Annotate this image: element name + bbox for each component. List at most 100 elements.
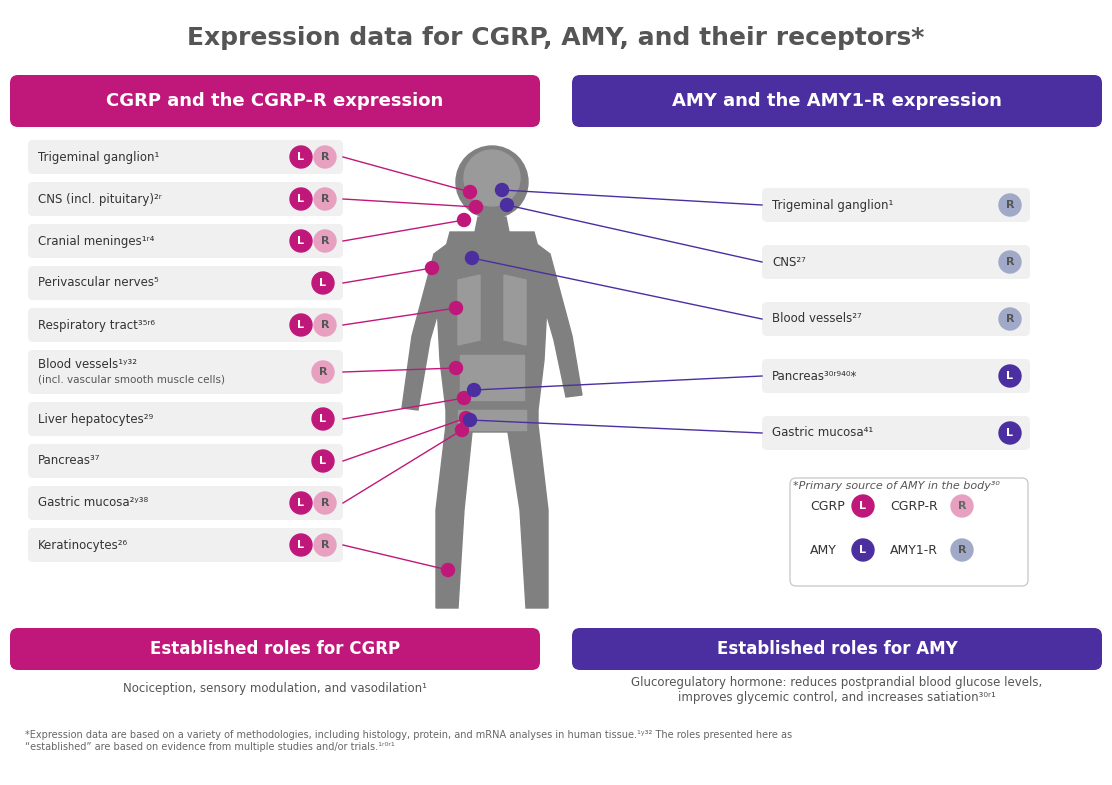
Text: R: R (320, 498, 329, 508)
Text: R: R (957, 501, 966, 511)
Text: R: R (319, 367, 327, 377)
Text: Pancreas³⁰ʳ⁹⁴⁰*: Pancreas³⁰ʳ⁹⁴⁰* (772, 370, 857, 382)
Circle shape (464, 150, 520, 206)
FancyBboxPatch shape (762, 188, 1030, 222)
Text: CGRP and the CGRP-R expression: CGRP and the CGRP-R expression (107, 92, 444, 110)
Text: L: L (860, 501, 866, 511)
Text: R: R (320, 236, 329, 246)
Text: AMY and the AMY1-R expression: AMY and the AMY1-R expression (672, 92, 1002, 110)
Circle shape (312, 361, 334, 383)
Text: R: R (1005, 257, 1014, 267)
Text: AMY: AMY (810, 543, 837, 557)
Text: Established roles for CGRP: Established roles for CGRP (150, 640, 400, 658)
Circle shape (852, 539, 874, 561)
Text: Trigeminal ganglion¹: Trigeminal ganglion¹ (772, 199, 893, 211)
Circle shape (999, 422, 1021, 444)
Polygon shape (475, 217, 509, 232)
Text: L: L (298, 152, 305, 162)
FancyBboxPatch shape (28, 308, 342, 342)
Circle shape (314, 188, 336, 210)
Polygon shape (532, 242, 582, 397)
Text: L: L (860, 545, 866, 555)
Circle shape (456, 423, 468, 436)
Text: Gastric mucosa²ʸ³⁸: Gastric mucosa²ʸ³⁸ (38, 496, 148, 509)
Circle shape (314, 314, 336, 336)
Text: L: L (319, 278, 327, 288)
FancyBboxPatch shape (28, 266, 342, 300)
Text: Established roles for AMY: Established roles for AMY (716, 640, 957, 658)
Text: CGRP-R: CGRP-R (890, 499, 937, 513)
Text: Perivascular nerves⁵: Perivascular nerves⁵ (38, 276, 159, 290)
Text: Nociception, sensory modulation, and vasodilation¹: Nociception, sensory modulation, and vas… (123, 682, 427, 695)
Circle shape (441, 564, 455, 576)
Circle shape (469, 200, 483, 214)
Text: CGRP: CGRP (810, 499, 845, 513)
Circle shape (290, 534, 312, 556)
Circle shape (312, 272, 334, 294)
FancyBboxPatch shape (28, 224, 342, 258)
Text: L: L (1006, 371, 1013, 381)
Text: R: R (320, 320, 329, 330)
Text: Gastric mucosa⁴¹: Gastric mucosa⁴¹ (772, 426, 873, 440)
FancyBboxPatch shape (28, 402, 342, 436)
Circle shape (314, 534, 336, 556)
Circle shape (456, 146, 528, 218)
FancyBboxPatch shape (10, 628, 540, 670)
FancyBboxPatch shape (28, 444, 342, 478)
Circle shape (457, 214, 470, 227)
Circle shape (852, 495, 874, 517)
Text: AMY1-R: AMY1-R (890, 543, 939, 557)
FancyBboxPatch shape (10, 75, 540, 127)
Circle shape (951, 539, 973, 561)
Text: *Expression data are based on a variety of methodologies, including histology, p: *Expression data are based on a variety … (24, 730, 792, 751)
Text: Liver hepatocytes²⁹: Liver hepatocytes²⁹ (38, 412, 153, 425)
Text: Pancreas³⁷: Pancreas³⁷ (38, 455, 100, 468)
Text: Blood vessels²⁷: Blood vessels²⁷ (772, 312, 862, 326)
Circle shape (312, 450, 334, 472)
Text: Cranial meninges¹ʳ⁴: Cranial meninges¹ʳ⁴ (38, 235, 155, 247)
Text: Glucoregulatory hormone: reduces postprandial blood glucose levels,
improves gly: Glucoregulatory hormone: reduces postpra… (632, 676, 1043, 704)
Polygon shape (436, 232, 548, 608)
Text: Trigeminal ganglion¹: Trigeminal ganglion¹ (38, 151, 159, 163)
Circle shape (999, 194, 1021, 216)
FancyBboxPatch shape (762, 359, 1030, 393)
Text: Respiratory tract³⁵ʳ⁶: Respiratory tract³⁵ʳ⁶ (38, 319, 155, 331)
Text: L: L (298, 320, 305, 330)
Circle shape (951, 495, 973, 517)
Circle shape (426, 261, 438, 275)
Circle shape (312, 408, 334, 430)
Circle shape (314, 146, 336, 168)
Polygon shape (504, 275, 526, 345)
Polygon shape (403, 242, 451, 410)
Polygon shape (460, 355, 524, 400)
Text: (incl. vascular smooth muscle cells): (incl. vascular smooth muscle cells) (38, 375, 225, 385)
FancyBboxPatch shape (28, 350, 342, 394)
FancyBboxPatch shape (28, 528, 342, 562)
Polygon shape (458, 410, 526, 430)
Text: R: R (1005, 200, 1014, 210)
Text: L: L (298, 194, 305, 204)
Text: CNS²⁷: CNS²⁷ (772, 255, 806, 268)
Circle shape (290, 492, 312, 514)
FancyBboxPatch shape (28, 140, 342, 174)
Circle shape (290, 146, 312, 168)
Circle shape (496, 184, 508, 196)
Circle shape (999, 251, 1021, 273)
FancyBboxPatch shape (762, 302, 1030, 336)
Circle shape (449, 301, 463, 315)
Circle shape (449, 362, 463, 374)
Text: R: R (320, 152, 329, 162)
FancyBboxPatch shape (28, 486, 342, 520)
Text: L: L (298, 540, 305, 550)
Text: R: R (320, 540, 329, 550)
Text: Keratinocytes²⁶: Keratinocytes²⁶ (38, 539, 128, 552)
Circle shape (999, 365, 1021, 387)
Text: L: L (319, 456, 327, 466)
Circle shape (464, 185, 477, 199)
FancyBboxPatch shape (762, 416, 1030, 450)
Circle shape (500, 199, 514, 211)
Polygon shape (458, 275, 480, 345)
Circle shape (290, 314, 312, 336)
Text: L: L (298, 498, 305, 508)
FancyBboxPatch shape (572, 75, 1102, 127)
